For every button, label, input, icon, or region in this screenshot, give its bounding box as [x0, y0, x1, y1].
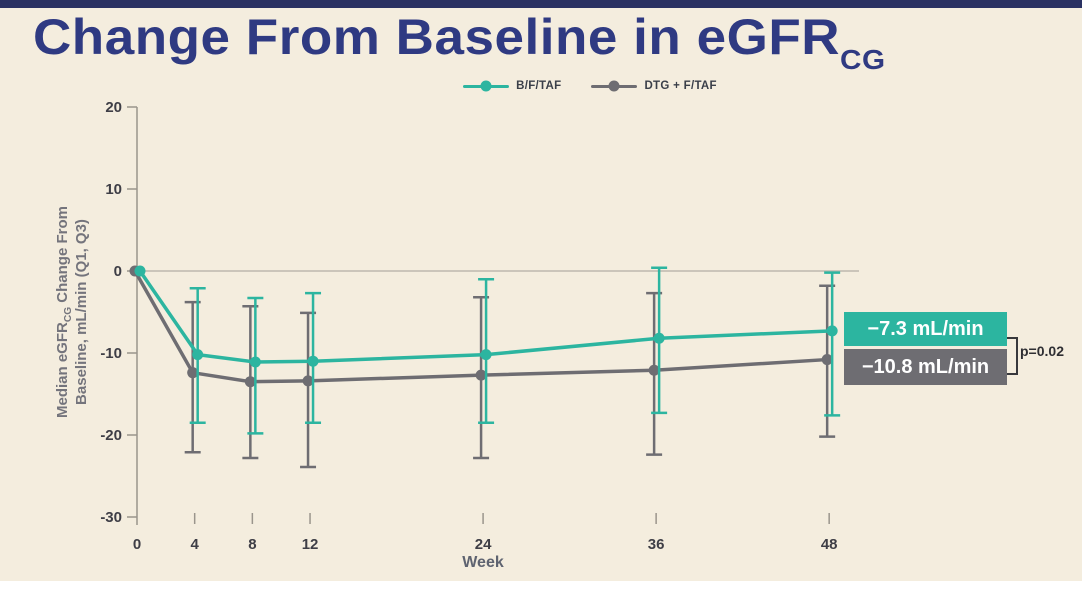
- p-value-bracket: [1007, 337, 1018, 375]
- data-point-dtg-f-taf: [475, 369, 487, 381]
- x-tick-label: 12: [302, 536, 319, 553]
- data-point-dtg-f-taf: [302, 375, 314, 387]
- legend-item-dtg-ftaf: DTG + F/TAF: [591, 80, 717, 92]
- data-point-b-f-taf: [192, 349, 204, 361]
- page-title-subscript: CG: [840, 43, 886, 75]
- x-tick-label: 36: [648, 536, 665, 553]
- page-title: Change From Baseline in eGFRCG: [33, 8, 886, 73]
- y-tick-label: 10: [105, 181, 122, 198]
- dtg-value-label: −10.8 mL/min: [844, 349, 1007, 385]
- y-tick-label: 20: [105, 99, 122, 116]
- x-tick-label: 48: [821, 536, 838, 553]
- data-point-b-f-taf: [480, 349, 492, 361]
- legend-label-dtg-ftaf: DTG + F/TAF: [644, 80, 717, 92]
- data-point-b-f-taf: [249, 356, 261, 368]
- data-point-b-f-taf: [134, 265, 146, 277]
- x-axis-title: Week: [462, 554, 504, 571]
- legend-marker-bftaf-icon: [463, 80, 510, 92]
- data-point-dtg-f-taf: [821, 354, 833, 366]
- legend-label-bftaf: B/F/TAF: [516, 80, 562, 92]
- y-tick-label: -10: [100, 345, 122, 362]
- y-axis-title: Median eGFRCG Change From Baseline, mL/m…: [54, 206, 90, 418]
- data-point-dtg-f-taf: [244, 376, 256, 388]
- bottom-border: [0, 581, 1082, 589]
- legend-item-bftaf: B/F/TAF: [463, 80, 561, 92]
- data-point-b-f-taf: [826, 325, 838, 337]
- x-tick-label: 24: [475, 536, 492, 553]
- data-point-dtg-f-taf: [187, 367, 199, 379]
- top-border: [0, 0, 1082, 8]
- legend: B/F/TAF DTG + F/TAF: [0, 80, 1082, 92]
- y-tick-label: 0: [114, 263, 122, 280]
- bftaf-value-label: −7.3 mL/min: [844, 312, 1007, 346]
- y-tick-label: -30: [100, 509, 122, 526]
- data-point-b-f-taf: [653, 332, 665, 344]
- p-value: p=0.02: [1020, 343, 1064, 359]
- y-tick-label: -20: [100, 427, 122, 444]
- data-point-b-f-taf: [307, 355, 319, 367]
- x-tick-label: 8: [248, 536, 256, 553]
- data-point-dtg-f-taf: [648, 364, 660, 376]
- x-tick-label: 4: [191, 536, 200, 553]
- page-title-main: Change From Baseline in eGFR: [33, 9, 841, 65]
- x-tick-label: 0: [133, 536, 141, 553]
- legend-marker-dtg-ftaf-icon: [591, 80, 638, 92]
